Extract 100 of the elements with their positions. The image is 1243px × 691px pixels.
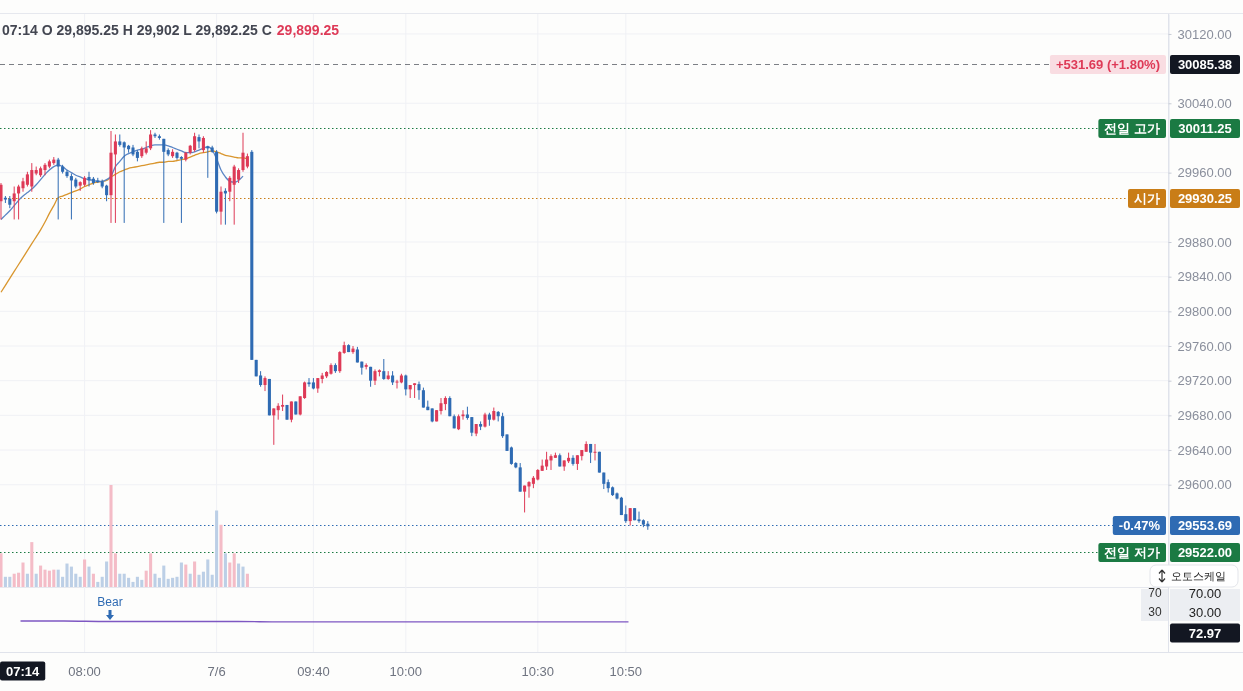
candlestick bbox=[527, 480, 531, 499]
bar bbox=[25, 573, 29, 587]
ref-line-label: 30085.38 bbox=[1177, 57, 1233, 73]
y-tick-label: 29840.00 bbox=[1177, 269, 1232, 285]
text: 72.97 bbox=[1188, 625, 1222, 641]
bar bbox=[0, 553, 3, 587]
x-tick-label: 09:40 bbox=[297, 663, 330, 679]
candlestick bbox=[470, 416, 474, 437]
bar bbox=[179, 562, 183, 587]
annotation: 시가 bbox=[1134, 191, 1160, 207]
y-tick-label: 29640.00 bbox=[1177, 442, 1232, 458]
bar bbox=[96, 581, 100, 587]
y-tick-label: 30040.00 bbox=[1177, 95, 1232, 111]
candlestick bbox=[549, 453, 553, 471]
bar bbox=[8, 576, 12, 587]
candlestick bbox=[523, 485, 527, 513]
x-tick-label: 10:00 bbox=[389, 663, 423, 679]
candlestick bbox=[338, 350, 342, 374]
bar bbox=[39, 565, 43, 587]
bar bbox=[193, 561, 197, 587]
candlestick bbox=[461, 409, 465, 421]
ref-line-label: 29930.25 bbox=[1177, 191, 1233, 207]
bar bbox=[149, 553, 153, 587]
candlestick bbox=[272, 407, 276, 446]
candlestick bbox=[65, 169, 69, 179]
bar bbox=[228, 562, 232, 587]
ref-line-label: 29553.69 bbox=[1177, 518, 1233, 534]
bar bbox=[127, 577, 131, 587]
annotation: Bear bbox=[97, 595, 123, 610]
annotation: 전일 저가 bbox=[1104, 545, 1160, 561]
bar bbox=[206, 559, 210, 587]
y-tick-label: 29720.00 bbox=[1177, 373, 1232, 389]
y-tick-label: 29800.00 bbox=[1177, 304, 1232, 319]
candlestick bbox=[87, 171, 91, 188]
y-tick-label: 70 bbox=[1148, 586, 1162, 601]
y-tick-label: 29960.00 bbox=[1177, 165, 1232, 181]
bar bbox=[223, 553, 227, 587]
line-series bbox=[0, 150, 249, 293]
candlestick bbox=[571, 454, 575, 467]
y-tick-label: 30120.00 bbox=[1177, 26, 1232, 42]
bar bbox=[83, 559, 87, 587]
candlestick bbox=[12, 186, 16, 220]
candlestick bbox=[219, 186, 223, 226]
y2-tick-label: 30.00 bbox=[1188, 604, 1222, 620]
candlestick bbox=[69, 173, 73, 220]
bar bbox=[219, 524, 223, 587]
bar bbox=[237, 563, 241, 587]
candlestick bbox=[149, 129, 153, 151]
annotation: 전일 고가 bbox=[1104, 121, 1160, 137]
candlestick bbox=[263, 375, 267, 392]
bar bbox=[245, 573, 249, 587]
bar bbox=[109, 485, 113, 587]
bar bbox=[197, 574, 201, 587]
candlestick bbox=[179, 155, 183, 224]
x-tick-label: 10:50 bbox=[609, 663, 643, 679]
x-tick-label: 08:00 bbox=[68, 663, 101, 679]
bar bbox=[184, 564, 188, 587]
candlestick bbox=[30, 162, 34, 193]
bar bbox=[232, 553, 236, 587]
bar bbox=[69, 566, 73, 587]
ref-line-label: 30011.25 bbox=[1178, 121, 1232, 137]
annotation: -0.47% bbox=[1118, 518, 1161, 534]
bar bbox=[131, 581, 135, 587]
bar bbox=[78, 576, 82, 587]
bar bbox=[241, 566, 245, 587]
candlestick bbox=[351, 345, 355, 355]
bar bbox=[34, 573, 38, 587]
y-tick-label: 29760.00 bbox=[1177, 338, 1232, 354]
candlestick bbox=[421, 387, 425, 409]
bar bbox=[215, 510, 219, 587]
candlestick bbox=[241, 132, 245, 173]
candlestick bbox=[289, 400, 293, 423]
bar bbox=[56, 569, 60, 587]
candlestick bbox=[232, 164, 236, 226]
candlestick bbox=[382, 358, 386, 381]
bar bbox=[118, 573, 122, 587]
autoscale-button: 오토스케일 bbox=[1149, 564, 1239, 588]
bar bbox=[122, 573, 126, 587]
y-tick-label: 30 bbox=[1148, 605, 1162, 620]
y-tick-label: 29600.00 bbox=[1177, 477, 1232, 493]
candlestick bbox=[0, 182, 3, 220]
y2-tick-label: 70.00 bbox=[1188, 585, 1222, 601]
candlestick bbox=[228, 175, 232, 202]
text: 29,899.25 bbox=[276, 21, 340, 38]
candlestick bbox=[113, 133, 117, 224]
candlestick bbox=[21, 177, 25, 193]
bar bbox=[140, 579, 144, 587]
bar bbox=[3, 576, 7, 587]
bar bbox=[162, 565, 166, 587]
bar bbox=[91, 573, 95, 587]
x-tick-label: 7/6 bbox=[207, 663, 226, 679]
y-tick-label: 29680.00 bbox=[1177, 408, 1232, 424]
bar bbox=[52, 569, 56, 587]
candlestick bbox=[545, 451, 549, 471]
bar bbox=[47, 570, 51, 587]
bar bbox=[153, 573, 157, 587]
candlestick bbox=[395, 379, 399, 389]
candlestick bbox=[122, 140, 126, 224]
y-tick-label: 29880.00 bbox=[1177, 234, 1232, 250]
candlestick bbox=[197, 133, 201, 149]
